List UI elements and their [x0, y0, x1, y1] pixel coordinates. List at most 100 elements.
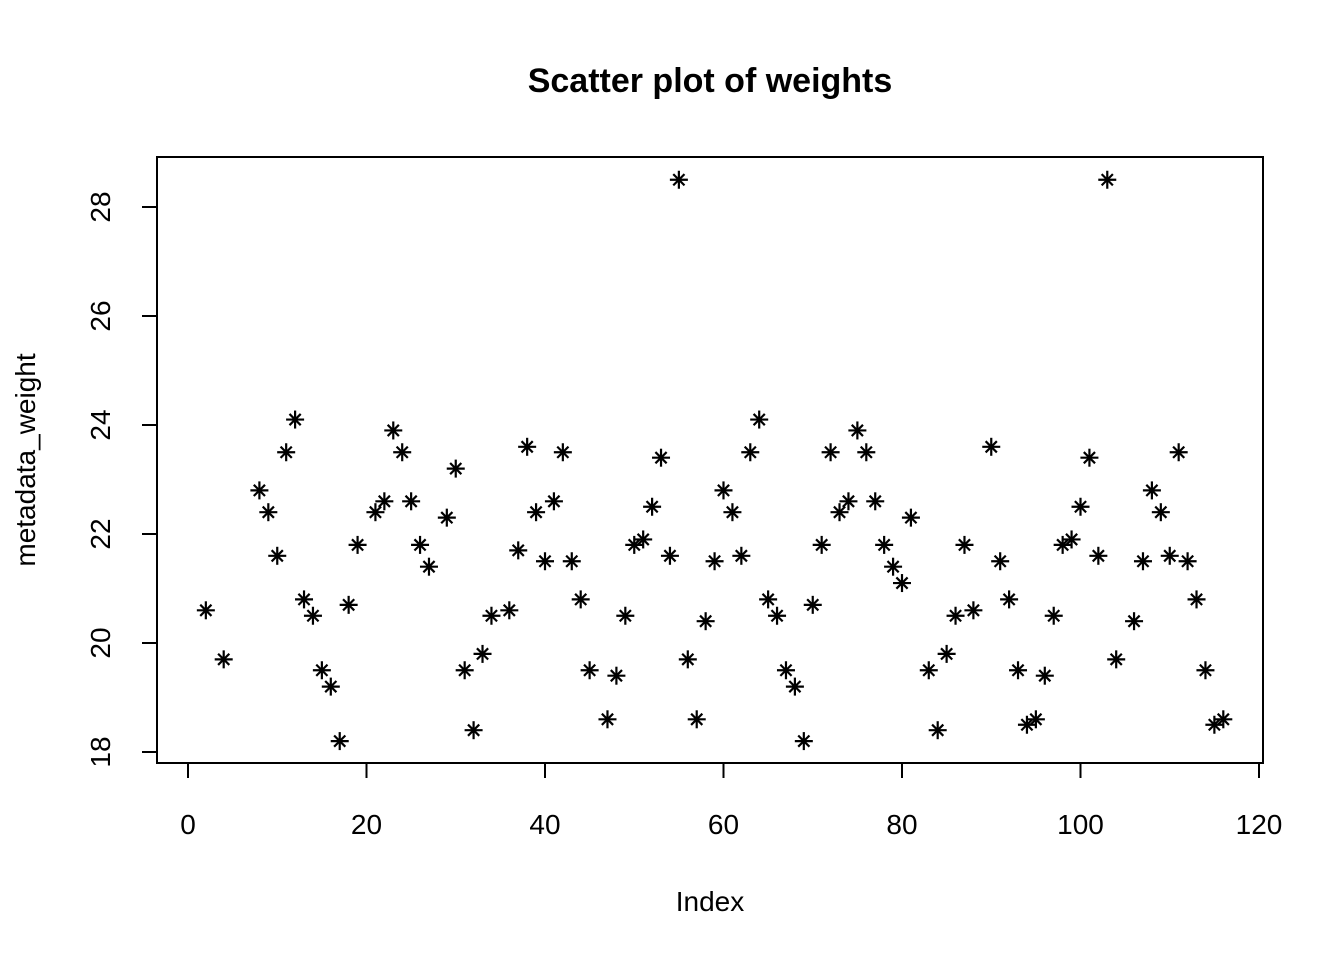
data-point	[821, 443, 840, 462]
data-point	[321, 677, 340, 696]
data-point	[723, 503, 742, 522]
data-point	[1169, 443, 1188, 462]
data-point	[714, 481, 733, 500]
data-point	[794, 732, 813, 751]
data-point	[812, 535, 831, 554]
data-point	[1187, 590, 1206, 609]
x-axis-label: Index	[676, 886, 745, 917]
data-point	[393, 443, 412, 462]
data-points	[196, 170, 1233, 751]
x-tick-label: 0	[180, 809, 196, 840]
data-point	[991, 552, 1010, 571]
data-point	[411, 535, 430, 554]
y-axis: 18 20 22 24 26 28	[85, 191, 158, 768]
data-point	[295, 590, 314, 609]
data-point	[1071, 497, 1090, 516]
data-point	[964, 601, 983, 620]
data-point	[982, 437, 1001, 456]
data-point	[536, 552, 554, 571]
data-point	[884, 557, 903, 576]
data-point	[955, 535, 974, 554]
y-tick-label: 28	[85, 191, 116, 222]
data-point	[1044, 606, 1063, 625]
data-point	[366, 503, 385, 522]
data-point	[259, 503, 278, 522]
data-point	[652, 448, 671, 467]
data-point	[803, 595, 822, 614]
data-point	[848, 421, 867, 440]
data-point	[669, 170, 688, 189]
data-point	[750, 410, 769, 429]
x-tick-label: 40	[529, 809, 560, 840]
data-point	[776, 661, 795, 680]
data-point	[437, 508, 456, 527]
data-point	[785, 677, 804, 696]
data-point	[196, 601, 215, 620]
data-point	[277, 443, 296, 462]
y-axis-label: metadata_weight	[10, 353, 41, 566]
data-point	[375, 492, 394, 511]
x-tick-label: 100	[1057, 809, 1104, 840]
data-point	[1214, 710, 1233, 729]
data-point	[312, 661, 331, 680]
data-point	[1142, 481, 1161, 500]
data-point	[1196, 661, 1215, 680]
data-point	[660, 546, 679, 565]
data-point	[643, 497, 662, 516]
data-point	[330, 732, 349, 751]
data-point	[768, 606, 787, 625]
y-tick-label: 26	[85, 300, 116, 331]
data-point	[518, 437, 537, 456]
data-point	[1026, 710, 1045, 729]
data-point	[562, 552, 581, 571]
data-point	[607, 666, 626, 685]
data-point	[937, 644, 956, 663]
data-point	[1062, 530, 1081, 549]
data-point	[339, 595, 358, 614]
data-point	[482, 606, 501, 625]
data-point	[928, 721, 947, 740]
chart-title: Scatter plot of weights	[528, 62, 893, 100]
data-point	[402, 492, 421, 511]
data-point	[446, 459, 465, 478]
data-point	[1160, 546, 1179, 565]
data-point	[830, 503, 849, 522]
data-point	[1133, 552, 1152, 571]
data-point	[893, 574, 911, 593]
data-point	[696, 612, 715, 631]
x-axis: 0 20 40 60 80 100 120	[180, 762, 1283, 840]
data-point	[946, 606, 965, 625]
x-tick-label: 120	[1236, 809, 1283, 840]
data-point	[1035, 666, 1054, 685]
data-point	[464, 721, 483, 740]
data-point	[634, 530, 653, 549]
data-point	[473, 644, 492, 663]
data-point	[732, 546, 751, 565]
data-point	[553, 443, 572, 462]
data-point	[250, 481, 269, 500]
data-point	[303, 606, 322, 625]
data-point	[1098, 170, 1117, 189]
y-tick-label: 24	[85, 409, 116, 440]
data-point	[1125, 612, 1144, 631]
data-point	[1009, 661, 1028, 680]
data-point	[759, 590, 778, 609]
y-tick-label: 22	[85, 518, 116, 549]
data-point	[1089, 546, 1108, 565]
data-point	[687, 710, 706, 729]
data-point	[1000, 590, 1019, 609]
data-point	[384, 421, 403, 440]
data-point	[286, 410, 305, 429]
data-point	[1151, 503, 1170, 522]
x-tick-label: 20	[351, 809, 382, 840]
data-point	[544, 492, 563, 511]
data-point	[598, 710, 617, 729]
data-point	[866, 492, 885, 511]
data-point	[571, 590, 590, 609]
data-point	[500, 601, 519, 620]
data-point	[268, 546, 287, 565]
data-point	[705, 552, 724, 571]
data-point	[1080, 448, 1099, 467]
data-point	[348, 535, 367, 554]
